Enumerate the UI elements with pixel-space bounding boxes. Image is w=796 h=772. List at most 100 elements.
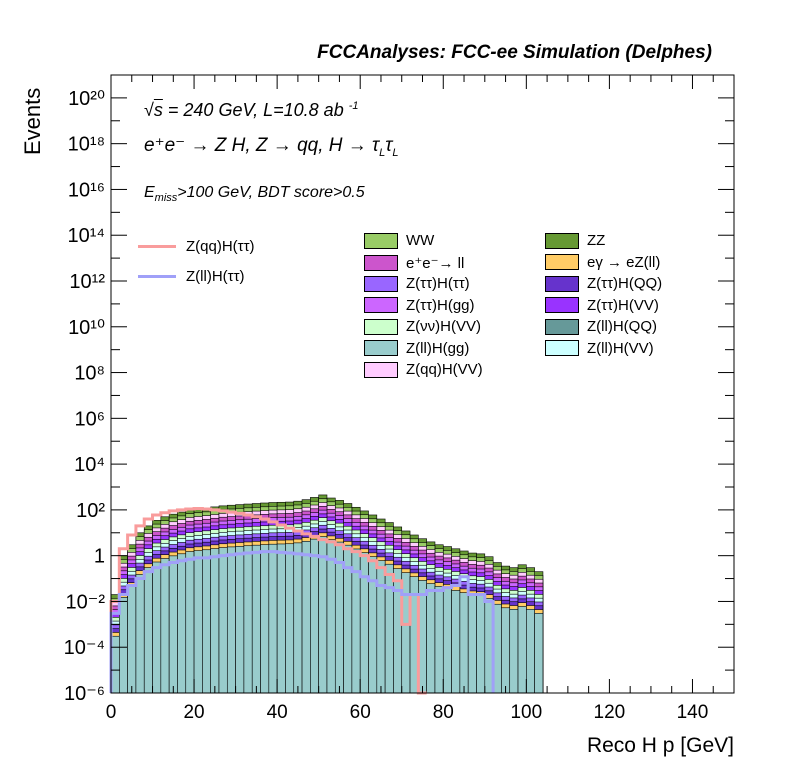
y-tick-label: 10⁻⁴ xyxy=(64,637,105,659)
signal-line xyxy=(109,550,495,693)
x-tick-label: 40 xyxy=(267,702,288,723)
stack-bar xyxy=(301,541,311,694)
stack-bar xyxy=(501,607,511,694)
legend-fill-label: Z(ll)H(VV) xyxy=(587,339,654,357)
stack-bar xyxy=(476,595,486,694)
legend-fill-swatch xyxy=(364,318,398,335)
annotation-energy-lumi: √s = 240 GeV, L=10.8 ab -1 xyxy=(144,100,359,120)
stack-bar xyxy=(135,574,145,694)
stack-bar xyxy=(193,550,203,694)
legend-line-label: Z(qq)H(ττ) xyxy=(186,238,255,255)
x-axis-label: Reco H p [GeV] xyxy=(586,734,734,757)
legend-fill-entry: Z(qq)H(VV) xyxy=(364,361,483,378)
legend-fill-entry: Z(ττ)H(QQ) xyxy=(545,275,662,292)
legend-line-swatch xyxy=(138,245,176,248)
legend-fill-label: Z(qq)H(VV) xyxy=(406,361,483,378)
stack-bar xyxy=(268,543,278,694)
legend-fill-label: WW xyxy=(406,232,435,249)
y-tick-label: 10⁻⁶ xyxy=(64,683,105,705)
legend-fill-label: Z(ττ)H(gg) xyxy=(406,296,475,314)
stack-bar xyxy=(276,543,286,694)
plot-header-title: FCCAnalyses: FCC-ee Simulation (Delphes) xyxy=(317,42,712,63)
stack-bar xyxy=(202,549,211,694)
stack-bar xyxy=(310,538,319,694)
legend-line-entry: Z(ll)H(ττ) xyxy=(138,268,245,285)
x-tick-label: 20 xyxy=(183,702,204,723)
legend-fill-swatch xyxy=(545,340,579,356)
y-tick-label: 10⁻² xyxy=(66,591,106,613)
stack-bar xyxy=(185,551,195,694)
stack-bar xyxy=(143,567,153,694)
legend-fill-entry: eγ → eZ(ll) xyxy=(545,254,660,271)
y-tick-label: 10¹⁰ xyxy=(68,317,105,339)
legend-fill-entry: Z(ττ)H(ττ) xyxy=(364,275,470,292)
y-tick-label: 10⁴ xyxy=(74,454,105,476)
legend-fill-label: eγ → eZ(ll) xyxy=(587,253,661,271)
legend-fill-entry: Z(ll)H(gg) xyxy=(364,340,469,357)
legend-fill-swatch xyxy=(545,275,579,292)
legend-fill-swatch xyxy=(545,297,579,313)
legend-fill-entry: Z(ll)H(QQ) xyxy=(545,318,657,335)
legend-fill-swatch xyxy=(364,254,398,271)
legend-line-label: Z(ll)H(ττ) xyxy=(186,268,245,285)
stack-bar xyxy=(534,613,544,694)
annotation-process: e⁺e⁻ → Z H, Z → qq, H → τLτL xyxy=(144,135,399,159)
stack-bar xyxy=(526,609,535,694)
stack-bar xyxy=(517,606,527,694)
legend-fill-entry: Z(νν)H(VV) xyxy=(364,318,481,335)
legend-fill-label: Z(ττ)H(QQ) xyxy=(587,275,663,292)
stack-bar xyxy=(459,592,469,694)
y-tick-label: 10⁸ xyxy=(74,363,105,385)
x-tick-label: 120 xyxy=(594,702,626,723)
stack-bar xyxy=(434,586,444,694)
legend-fill-swatch xyxy=(364,361,398,378)
stack-bar xyxy=(251,544,261,694)
y-tick-label: 10²⁰ xyxy=(68,88,105,110)
legend-fill-label: ZZ xyxy=(587,232,606,249)
stack-bar xyxy=(168,555,178,694)
stack-bar xyxy=(127,586,137,694)
legend-fill-swatch xyxy=(545,232,579,249)
legend-fill-label: Z(ττ)H(VV) xyxy=(587,296,659,314)
stack-bar xyxy=(210,548,220,694)
stack-bar xyxy=(285,543,295,694)
stack-bar xyxy=(260,544,270,694)
stack-bar xyxy=(218,547,228,694)
legend-line-entry: Z(qq)H(ττ) xyxy=(138,238,255,255)
y-tick-label: 10¹² xyxy=(69,271,105,293)
legend-fill-label: e⁺e⁻→ ll xyxy=(406,254,465,272)
y-tick-label: 10¹⁶ xyxy=(68,179,105,201)
stack-bar xyxy=(451,590,461,694)
legend-fill-swatch xyxy=(364,340,398,356)
stack-bar xyxy=(509,609,519,694)
legend-fill-entry: Z(ττ)H(VV) xyxy=(545,297,659,314)
y-tick-label: 10¹⁸ xyxy=(68,134,105,156)
legend-fill-swatch xyxy=(545,318,579,335)
x-tick-label: 100 xyxy=(510,702,542,723)
x-tick-label: 0 xyxy=(106,702,117,723)
legend-fill-entry: Z(ll)H(VV) xyxy=(545,340,654,357)
stack-bar xyxy=(152,561,162,694)
legend-fill-label: Z(ll)H(QQ) xyxy=(587,318,657,335)
legend-fill-swatch xyxy=(364,297,398,313)
stack-bar xyxy=(177,553,187,694)
legend-fill-label: Z(ττ)H(ττ) xyxy=(406,275,470,292)
legend-fill-label: Z(ll)H(gg) xyxy=(406,339,470,357)
y-axis-label: Events xyxy=(20,87,45,155)
stack-bar xyxy=(160,558,170,694)
stack-bar xyxy=(384,563,394,694)
annotation-selection: Emiss>100 GeV, BDT score>0.5 xyxy=(144,184,365,205)
stack-bar xyxy=(293,542,303,694)
legend-line-swatch xyxy=(138,275,176,278)
legend-fill-entry: Z(ττ)H(gg) xyxy=(364,297,475,314)
x-tick-label: 60 xyxy=(350,702,371,723)
y-tick-label: 1 xyxy=(94,546,105,568)
x-tick-label: 80 xyxy=(433,702,454,723)
legend-fill-label: Z(νν)H(VV) xyxy=(406,318,481,335)
y-tick-label: 10⁶ xyxy=(75,408,105,430)
legend-fill-entry: ZZ xyxy=(545,232,605,249)
legend-fill-swatch xyxy=(364,275,398,292)
legend-fill-swatch xyxy=(545,254,579,270)
stack-bar xyxy=(426,583,436,694)
